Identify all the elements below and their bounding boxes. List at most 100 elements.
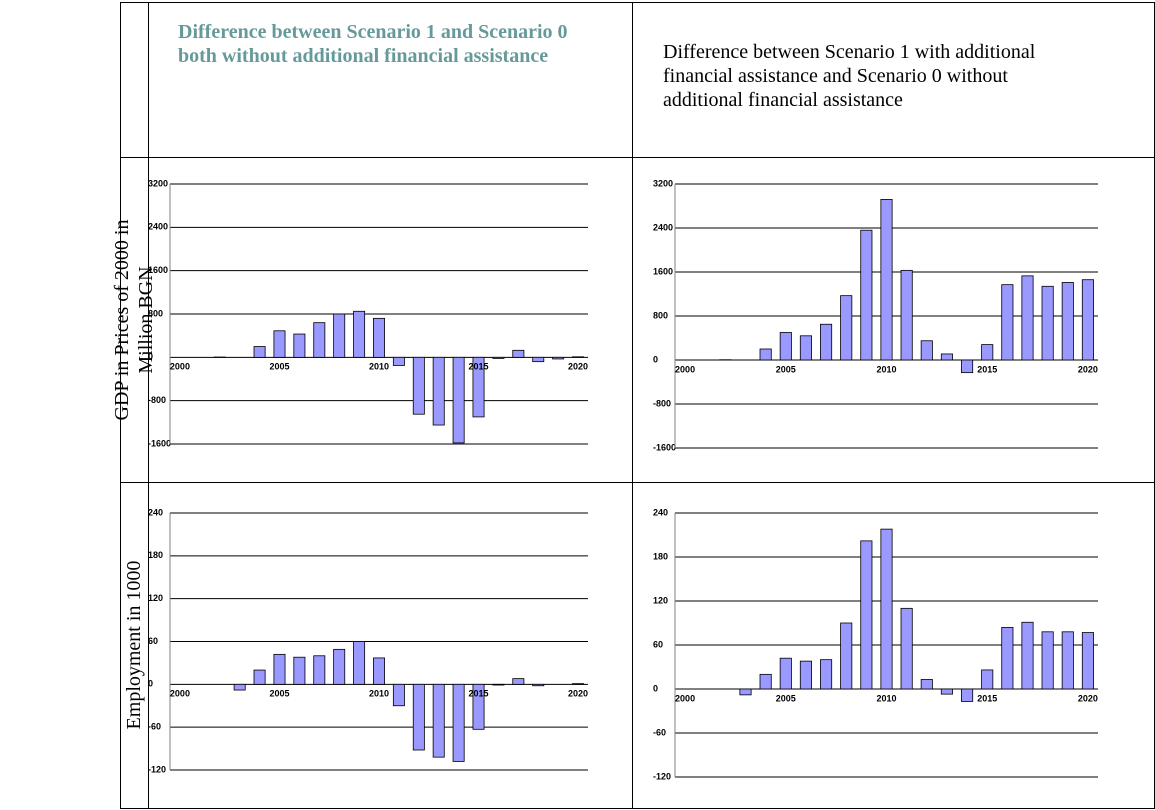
y-tick-label: 0: [148, 352, 153, 362]
bar: [333, 313, 346, 358]
bar: [273, 653, 286, 685]
x-tick-label: 2020: [1078, 693, 1098, 703]
bar: [1061, 631, 1074, 690]
bar: [532, 356, 545, 363]
bar: [779, 332, 792, 361]
y-tick-label: 1600: [653, 266, 673, 276]
bar: [273, 330, 286, 358]
bar: [1021, 275, 1034, 361]
bar: [472, 683, 485, 730]
x-tick-label: 2020: [568, 689, 588, 699]
bar: [820, 659, 833, 690]
bar: [1061, 282, 1074, 361]
bar: [293, 333, 306, 358]
bar: [860, 540, 873, 690]
bar: [512, 678, 525, 685]
y-tick-label: 0: [653, 683, 658, 693]
bar: [392, 356, 405, 366]
bar: [799, 660, 812, 690]
bar: [1001, 627, 1014, 690]
bar: [759, 348, 772, 361]
bar: [900, 607, 913, 690]
bar: [452, 356, 465, 444]
bar: [572, 683, 585, 685]
bar: [1021, 621, 1034, 690]
y-tick-label: 240: [148, 507, 163, 517]
bar: [1081, 632, 1094, 690]
x-tick-label: 2005: [269, 689, 289, 699]
bar: [532, 683, 545, 687]
y-tick-label: 800: [148, 308, 163, 318]
bar: [512, 349, 525, 358]
table-border: [120, 2, 121, 808]
bar: [412, 356, 425, 415]
x-tick-label: 2000: [675, 364, 695, 374]
x-tick-label: 2010: [369, 362, 389, 372]
bar: [412, 683, 425, 751]
x-tick-label: 2020: [568, 362, 588, 372]
bar: [739, 688, 752, 696]
bar: [392, 683, 405, 707]
bar: [920, 340, 933, 361]
bar: [920, 679, 933, 690]
x-tick-label: 2010: [876, 693, 896, 703]
y-tick-label: -120: [653, 771, 671, 781]
bar: [1081, 279, 1094, 361]
bar: [1041, 285, 1054, 361]
bar: [572, 356, 585, 358]
y-tick-label: 180: [148, 550, 163, 560]
y-tick-label: 180: [653, 551, 668, 561]
y-tick-label: -1600: [653, 442, 676, 452]
x-tick-label: 2015: [469, 689, 489, 699]
y-tick-label: 120: [148, 593, 163, 603]
bar: [253, 346, 266, 358]
bar: [452, 683, 465, 762]
y-tick-label: 800: [653, 310, 668, 320]
bar: [981, 344, 994, 361]
y-tick-label: -60: [148, 722, 161, 732]
x-tick-label: 2005: [269, 362, 289, 372]
table-border: [120, 2, 1155, 3]
y-tick-label: 0: [653, 354, 658, 364]
bar: [432, 356, 445, 426]
y-tick-label: 60: [653, 639, 663, 649]
y-tick-label: -800: [653, 398, 671, 408]
y-tick-label: -1600: [148, 438, 171, 448]
bar: [779, 657, 792, 690]
table-border: [148, 2, 149, 808]
bar: [759, 673, 772, 690]
x-tick-label: 2005: [776, 364, 796, 374]
bar: [940, 688, 953, 695]
y-tick-label: 1600: [148, 265, 168, 275]
table-border: [120, 157, 1155, 158]
y-tick-label: 3200: [653, 178, 673, 188]
column-header: Difference between Scenario 1 with addit…: [663, 41, 1036, 111]
bar: [373, 657, 385, 685]
table-border: [120, 482, 1155, 483]
y-tick-label: -120: [148, 764, 166, 774]
row-label: Employment in 1000: [123, 560, 145, 730]
bar: [840, 622, 853, 690]
x-tick-label: 2010: [369, 689, 389, 699]
bar: [961, 688, 974, 702]
y-tick-label: 240: [653, 507, 668, 517]
y-tick-label: 3200: [148, 178, 168, 188]
y-tick-label: 2400: [653, 222, 673, 232]
bar: [333, 648, 346, 685]
bar: [860, 229, 873, 361]
bar: [313, 655, 326, 685]
bar: [981, 669, 994, 690]
y-tick-label: 120: [653, 595, 668, 605]
bar: [492, 683, 505, 686]
bar: [1001, 284, 1014, 361]
x-tick-label: 2000: [170, 689, 190, 699]
x-tick-label: 2015: [977, 693, 997, 703]
table-border: [120, 808, 1155, 809]
bar: [472, 356, 485, 418]
y-tick-label: 60: [148, 636, 158, 646]
bar: [353, 310, 366, 358]
bar: [353, 641, 366, 685]
x-tick-label: 2000: [170, 362, 190, 372]
